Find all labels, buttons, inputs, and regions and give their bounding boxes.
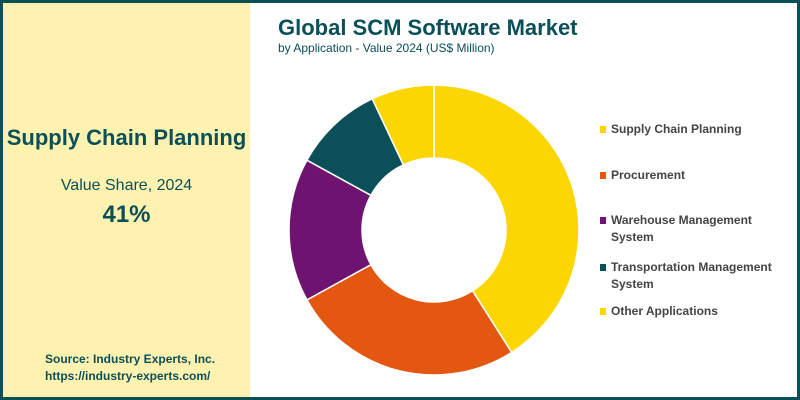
source-text: Source: Industry Experts, Inc.: [45, 352, 216, 366]
highlight-metric-label: Value Share, 2024: [60, 177, 193, 194]
source-note: Source: Industry Experts, Inc. https://i…: [45, 351, 215, 385]
legend-item: Warehouse Management System: [600, 212, 791, 246]
legend-swatch: [600, 217, 606, 224]
legend-label: Procurement: [611, 168, 686, 182]
legend-swatch: [600, 264, 606, 271]
highlight-value: 41%: [102, 201, 151, 228]
highlight-segment-name: Supply Chain Planning: [6, 125, 247, 150]
legend-label: Transportation Management System: [611, 260, 772, 291]
source-url[interactable]: https://industry-experts.com/: [45, 369, 211, 383]
legend-label: Warehouse Management System: [611, 213, 752, 244]
legend-item: Supply Chain Planning: [600, 121, 791, 138]
legend-swatch: [600, 308, 606, 315]
chart-title: Global SCM Software Market: [278, 15, 578, 40]
donut-slice-other-applications: [371, 84, 435, 166]
legend-label: Supply Chain Planning: [611, 122, 742, 136]
legend-item: Transportation Management System: [600, 259, 791, 293]
chart-subtitle: by Application - Value 2024 (US$ Million…: [278, 41, 495, 55]
legend-item: Procurement: [600, 167, 791, 184]
donut-slice-procurement: [305, 263, 513, 376]
legend-item: Other Applications: [600, 303, 791, 320]
highlight-panel: Supply Chain Planning Value Share, 2024 …: [3, 3, 250, 397]
donut-chart: [288, 84, 580, 376]
donut-slice-supply-chain-planning: [433, 84, 580, 354]
legend-label: Other Applications: [611, 304, 718, 318]
legend-swatch: [600, 126, 606, 133]
legend-swatch: [600, 172, 606, 179]
